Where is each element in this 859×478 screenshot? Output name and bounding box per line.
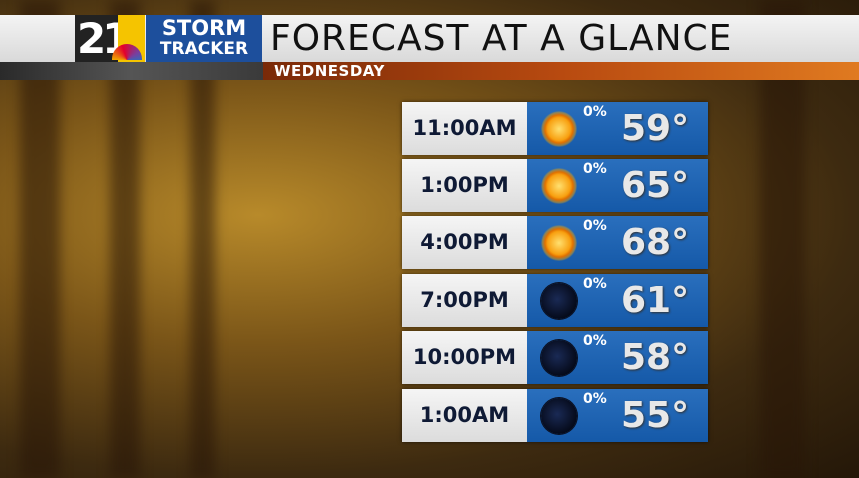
sun-icon	[541, 111, 577, 147]
temperature: 55°	[621, 395, 690, 436]
night-sky-icon	[541, 398, 577, 434]
precip-chance: 0%	[583, 333, 607, 349]
temperature: 61°	[621, 280, 690, 321]
peacock-icon	[112, 44, 142, 60]
forecast-time: 1:00PM	[402, 159, 527, 212]
forecast-conditions: 0% 61°	[527, 274, 708, 327]
sun-icon	[541, 168, 577, 204]
forecast-time: 7:00PM	[402, 274, 527, 327]
forecast-row: 11:00AM 0% 59°	[402, 102, 708, 155]
logo-line2: TRACKER	[159, 39, 249, 59]
forecast-time: 4:00PM	[402, 216, 527, 269]
forecast-time: 10:00PM	[402, 331, 527, 384]
day-band	[263, 62, 859, 80]
sun-icon	[541, 225, 577, 261]
forecast-conditions: 0% 65°	[527, 159, 708, 212]
temperature: 65°	[621, 165, 690, 206]
forecast-time: 1:00AM	[402, 389, 527, 442]
logo-line1: STORM	[161, 16, 247, 40]
page-title: FORECAST AT A GLANCE	[270, 18, 733, 59]
precip-chance: 0%	[583, 218, 607, 234]
forecast-conditions: 0% 55°	[527, 389, 708, 442]
forecast-conditions: 0% 59°	[527, 102, 708, 155]
precip-chance: 0%	[583, 161, 607, 177]
forecast-time: 11:00AM	[402, 102, 527, 155]
forecast-conditions: 0% 68°	[527, 216, 708, 269]
precip-chance: 0%	[583, 104, 607, 120]
forecast-conditions: 0% 58°	[527, 331, 708, 384]
precip-chance: 0%	[583, 276, 607, 292]
stormtracker-logo: STORM TRACKER	[146, 15, 262, 62]
forecast-row: 1:00PM 0% 65°	[402, 159, 708, 212]
forecast-row: 4:00PM 0% 68°	[402, 216, 708, 269]
header-subband	[0, 62, 263, 80]
night-sky-icon	[541, 283, 577, 319]
forecast-row: 7:00PM 0% 61°	[402, 274, 708, 327]
temperature: 58°	[621, 337, 690, 378]
night-sky-icon	[541, 340, 577, 376]
temperature: 59°	[621, 108, 690, 149]
day-label: WEDNESDAY	[274, 62, 385, 80]
forecast-row: 1:00AM 0% 55°	[402, 389, 708, 442]
forecast-row: 10:00PM 0% 58°	[402, 331, 708, 384]
precip-chance: 0%	[583, 391, 607, 407]
temperature: 68°	[621, 222, 690, 263]
